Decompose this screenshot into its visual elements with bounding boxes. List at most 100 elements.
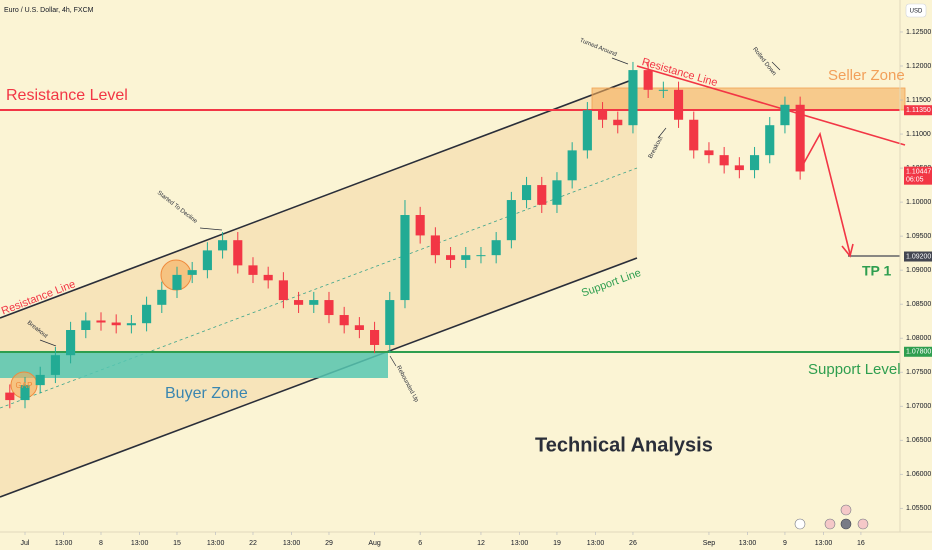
candle-body <box>765 125 775 156</box>
candle-body <box>5 392 15 401</box>
event-icon[interactable] <box>840 504 852 516</box>
candle-body <box>339 315 349 326</box>
resistance-level-label: Resistance Level <box>6 87 128 104</box>
y-tick-label: 1.06500 <box>906 437 931 444</box>
candle-body <box>111 322 121 326</box>
candle-body <box>142 304 152 324</box>
candle-body <box>309 300 319 305</box>
x-tick-label: 13:00 <box>207 540 225 547</box>
arrow <box>39 339 57 347</box>
x-tick-label: 13:00 <box>55 540 73 547</box>
price-label: 1.10447 <box>906 169 931 176</box>
x-tick-label: 13:00 <box>131 540 149 547</box>
y-tick-label: 1.08000 <box>906 335 931 342</box>
event-icon[interactable] <box>857 518 869 530</box>
drawings <box>0 0 932 533</box>
price-label-box <box>904 251 932 262</box>
candle-body <box>628 70 638 126</box>
y-tick-label: 1.06000 <box>906 471 931 478</box>
candle-body <box>233 240 243 266</box>
x-tick-label: 6 <box>418 540 422 547</box>
candle-body <box>537 185 547 205</box>
y-tick-label: 1.12500 <box>906 29 931 36</box>
y-tick-label: 1.09500 <box>906 233 931 240</box>
candles <box>5 61 805 409</box>
x-tick-label: 16 <box>857 540 865 547</box>
candle-body <box>81 320 91 330</box>
candle-body <box>780 104 790 126</box>
tp1-label: TP 1 <box>862 263 892 279</box>
price-label-box <box>904 166 932 185</box>
y-tick-label: 1.07000 <box>906 403 931 410</box>
y-tick-label: 1.09000 <box>906 267 931 274</box>
x-tick-label: 29 <box>325 540 333 547</box>
candle-body <box>126 323 136 326</box>
chart-header: Euro / U.S. Dollar, 4h, FXCM <box>4 7 94 14</box>
event-icon[interactable] <box>794 518 806 530</box>
technical-analysis-label: Technical Analysis <box>535 434 713 456</box>
gap-label: GAP <box>16 381 33 390</box>
x-tick-label: 13:00 <box>587 540 605 547</box>
candle-body <box>66 330 76 356</box>
candle-body <box>263 274 273 281</box>
candle-body <box>400 215 410 301</box>
arrow <box>611 57 629 65</box>
currency-box[interactable] <box>905 3 927 18</box>
candle-body <box>35 374 45 386</box>
y-tick-label: 1.11500 <box>906 97 931 104</box>
y-tick-label: 1.10000 <box>906 199 931 206</box>
candle-body <box>370 330 380 345</box>
x-tick-label: 13:00 <box>511 540 529 547</box>
event-icon[interactable] <box>840 518 852 530</box>
arrow <box>771 61 781 71</box>
x-tick-label: 13:00 <box>739 540 757 547</box>
candle-body <box>643 70 653 90</box>
candle-body <box>294 300 304 305</box>
axes: 1.125001.120001.115001.110001.105001.100… <box>21 29 932 547</box>
candle-body <box>658 89 668 91</box>
buyer-zone-label: Buyer Zone <box>165 385 248 402</box>
x-tick-label: Aug <box>368 540 381 547</box>
y-tick-label: 1.11000 <box>906 131 931 138</box>
candle-body <box>552 180 562 205</box>
price-label-box <box>904 346 932 357</box>
price-label-box <box>904 105 932 116</box>
candle-body <box>476 255 486 257</box>
currency: USD <box>910 9 923 15</box>
price-sublabel: 06:05 <box>906 177 924 184</box>
candle-body <box>734 165 744 171</box>
arrow <box>389 355 397 367</box>
candle-body <box>385 300 395 345</box>
x-tick-label: 15 <box>173 540 181 547</box>
candle-body <box>689 119 699 151</box>
x-tick-label: Sep <box>703 540 716 547</box>
arrow <box>199 227 223 231</box>
x-tick-label: 19 <box>553 540 561 547</box>
seller-zone-label: Seller Zone <box>828 67 905 84</box>
candle-body <box>613 119 623 126</box>
candle-body <box>795 104 805 172</box>
candle-body <box>461 255 471 260</box>
y-tick-label: 1.05500 <box>906 505 931 512</box>
arrow <box>657 127 667 139</box>
channel-upper <box>0 77 638 319</box>
event-icon[interactable] <box>824 518 836 530</box>
candle-body <box>506 200 516 241</box>
candle-body <box>673 89 684 120</box>
candle-body <box>719 155 729 166</box>
candle-body <box>582 110 592 151</box>
candle-body <box>157 289 167 305</box>
y-tick-label: 1.08500 <box>906 301 931 308</box>
candle-body <box>202 250 212 271</box>
candle-body <box>597 110 608 120</box>
support-level-label: Support Level <box>808 361 901 378</box>
channel-fill <box>0 78 637 497</box>
candle-body <box>278 280 288 301</box>
candle-body <box>248 265 258 275</box>
candle-body <box>96 320 106 323</box>
candle-body <box>522 185 532 201</box>
price-label: 1.11350 <box>906 107 931 114</box>
candle-body <box>50 355 60 375</box>
candle-body <box>218 240 228 251</box>
